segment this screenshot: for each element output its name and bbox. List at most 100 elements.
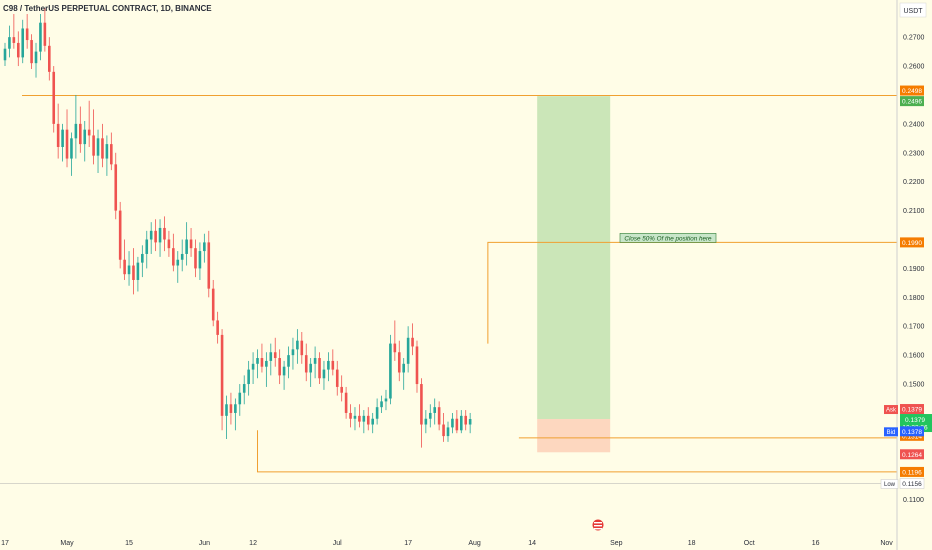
candle [65,109,69,168]
candle [96,129,100,174]
candle [446,421,450,442]
candle [180,239,184,272]
candle [468,412,472,434]
candle [451,412,454,434]
candle [220,329,224,431]
chart-title: C98 / TetherUS PERPETUAL CONTRACT, 1D, B… [3,4,212,13]
candle [296,329,299,364]
stop-loss-zone[interactable] [537,419,611,453]
support-low-price-badge[interactable] [900,466,924,477]
candle [380,395,383,413]
x-tick-label: Sep [610,540,623,547]
y-tick-label: 0.2200 [903,179,925,186]
candle [318,352,321,385]
resistance-price-badge[interactable] [900,85,924,96]
candle [242,375,246,405]
candle [269,343,273,376]
candle [74,94,78,159]
candle [287,346,290,379]
ask-price-label: 0.1379 [902,407,922,414]
candle [145,230,149,269]
low-tag-label: Low [884,482,896,488]
target-level-line[interactable] [487,241,897,344]
candle [313,346,317,379]
stop-price-badge[interactable] [900,449,924,460]
candle [211,279,215,327]
support-line-low[interactable] [257,430,897,473]
candle [322,360,326,390]
candle [353,407,357,431]
x-tick-label: 18 [688,540,696,547]
y-tick-label: 0.1800 [903,295,925,302]
low-price-label: 0.1156 [902,481,922,488]
candle [420,378,423,448]
y-tick-label: 0.1500 [903,382,925,389]
candle [136,256,140,292]
y-tick-label: 0.2300 [903,150,925,157]
x-tick-label: 17 [404,540,412,547]
candle [234,398,237,431]
candle [149,222,153,254]
candle [459,410,463,434]
annotation-box[interactable] [619,233,717,243]
candle [335,360,339,396]
candle [123,239,126,280]
candle [304,343,308,382]
candle [56,103,60,159]
candle [291,337,295,370]
currency-box[interactable] [899,2,927,18]
support-low-price-badge-label: 0.1196 [902,469,922,476]
x-tick-label: Nov [880,540,893,547]
candle [154,219,157,252]
candle [442,412,445,442]
candle [256,349,259,379]
candle [110,132,113,171]
candle [225,395,228,439]
candle [172,233,175,272]
candle [265,352,268,387]
candle [340,375,343,402]
candle [101,123,104,168]
flag-icon[interactable] [592,519,604,531]
candle [21,19,25,64]
candle [48,37,51,81]
candle [437,401,441,431]
x-tick-label: Jul [333,540,342,547]
candle [12,14,16,49]
take-profit-price-badge[interactable] [900,96,924,107]
resistance-price-badge-label: 0.2498 [902,88,922,95]
candle [358,404,361,428]
bid-price-badge[interactable] [900,426,924,437]
candle [282,360,286,390]
candle [30,34,33,69]
low-tag [880,479,899,489]
take-profit-zone[interactable] [537,96,611,420]
candle [216,311,219,344]
candle [127,251,131,286]
candle [428,404,432,428]
candle [247,360,250,396]
candle [309,358,312,387]
target-level-price-badge[interactable] [900,237,924,248]
candle [39,14,42,61]
ask-tag [884,405,898,415]
y-tick-label: 0.2100 [903,208,925,215]
bid-price-label: 0.1378 [902,429,922,436]
candle [424,410,428,434]
candle [61,123,64,162]
candle [238,384,242,416]
candle [327,352,330,382]
ask-price-badge[interactable] [900,404,924,415]
annotation-text: Close 50% Of the position here [624,235,712,242]
candle [349,404,352,428]
target-level-price-badge-label: 0.1990 [902,240,922,247]
candle [384,389,388,411]
y-tick-label: 0.2400 [903,121,925,128]
x-tick-label: 17 [1,540,9,547]
low-price-badge[interactable] [899,478,925,489]
candle [207,230,211,298]
currency-label[interactable]: USDT [903,8,923,15]
